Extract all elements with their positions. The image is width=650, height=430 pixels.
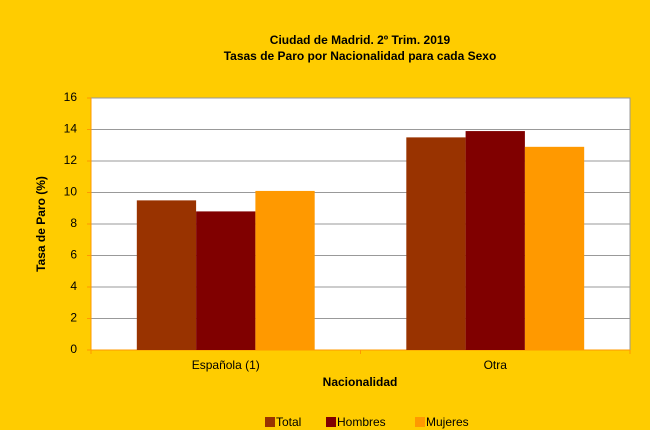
x-tick-label: Otra: [484, 358, 508, 372]
y-tick-label: 0: [70, 342, 77, 356]
y-tick-label: 16: [64, 90, 78, 104]
legend-swatch: [415, 417, 425, 427]
legend-swatch: [326, 417, 336, 427]
bar: [136, 200, 197, 350]
y-tick-label: 14: [64, 122, 78, 136]
chart-title: Ciudad de Madrid. 2º Trim. 2019: [270, 33, 451, 47]
y-tick-label: 6: [70, 248, 77, 262]
legend-swatch: [265, 417, 275, 427]
y-tick-label: 12: [64, 153, 78, 167]
x-axis-title: Nacionalidad: [323, 375, 398, 389]
bar: [196, 211, 256, 350]
y-tick-label: 10: [64, 185, 78, 199]
bar: [406, 137, 466, 350]
chart-subtitle: Tasas de Paro por Nacionalidad para cada…: [224, 49, 497, 63]
y-tick-label: 8: [70, 216, 77, 230]
bar: [465, 131, 525, 350]
bar: [255, 190, 315, 350]
legend-label: Hombres: [337, 415, 386, 429]
bar: [524, 146, 585, 350]
y-tick-label: 4: [70, 279, 77, 293]
legend-label: Total: [276, 415, 301, 429]
legend-label: Mujeres: [426, 415, 469, 429]
x-tick-label: Española (1): [192, 358, 260, 372]
y-axis-title: Tasa de Paro (%): [34, 176, 48, 272]
y-tick-label: 2: [70, 311, 77, 325]
